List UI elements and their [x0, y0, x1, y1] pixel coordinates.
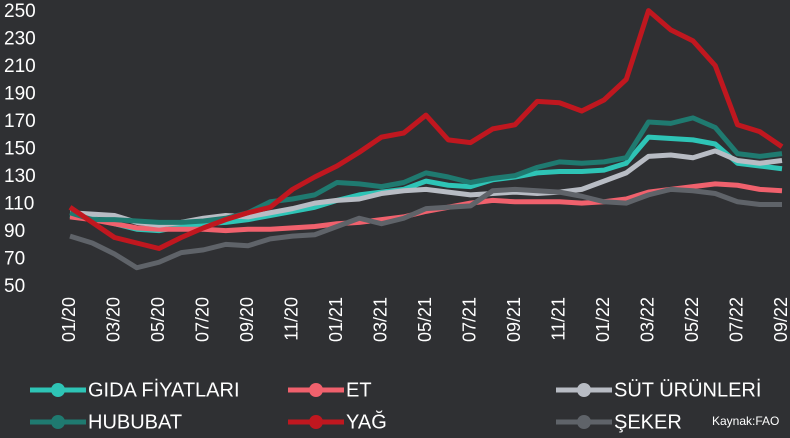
- x-tick-label: 03/20: [103, 297, 123, 342]
- y-tick-label: 50: [4, 276, 25, 297]
- x-tick-label: 05/22: [682, 297, 702, 342]
- y-tick-label: 250: [4, 1, 36, 22]
- legend-label: YAĞ: [346, 410, 387, 433]
- x-tick-label: 09/20: [237, 297, 257, 342]
- x-tick-label: 09/21: [504, 297, 524, 342]
- legend-marker: [309, 383, 323, 397]
- legend-label: ŞEKER: [614, 411, 682, 433]
- x-tick-label: 11/21: [548, 297, 568, 341]
- y-tick-label: 150: [4, 139, 36, 160]
- legend-marker: [51, 383, 65, 397]
- legend-label: SÜT ÜRÜNLERİ: [614, 378, 761, 401]
- x-tick-label: 05/20: [148, 297, 168, 342]
- series-line: [69, 115, 783, 225]
- x-tick-label: 11/20: [281, 297, 301, 341]
- y-tick-label: 230: [4, 29, 36, 50]
- legend-label: ET: [346, 379, 372, 401]
- x-tick-label: 01/21: [326, 297, 346, 342]
- legend-marker: [577, 383, 591, 397]
- y-tick-label: 130: [4, 166, 36, 187]
- y-tick-label: 110: [4, 194, 34, 215]
- y-tick-label: 70: [4, 249, 25, 270]
- series-line: [69, 186, 782, 271]
- x-tick-label: 01/22: [593, 297, 613, 342]
- x-tick-label: 07/22: [726, 297, 746, 342]
- legend-marker: [577, 415, 591, 429]
- x-tick-label: 03/22: [637, 297, 657, 342]
- x-tick-label: 07/20: [192, 297, 212, 342]
- legend-marker: [51, 415, 65, 429]
- legend-label: HUBUBAT: [88, 411, 182, 433]
- annotation: Kaynak:FAO: [712, 414, 779, 428]
- legend-label: GIDA FİYATLARI: [88, 378, 240, 401]
- y-tick-label: 210: [4, 56, 36, 77]
- series-line: [68, 8, 784, 251]
- x-tick-label: 09/22: [771, 297, 790, 342]
- x-tick-label: 01/20: [59, 297, 79, 342]
- legend-marker: [309, 415, 323, 429]
- y-tick-label: 190: [4, 84, 36, 105]
- x-tick-label: 05/21: [415, 297, 435, 342]
- y-tick-label: 170: [4, 111, 36, 132]
- y-tick-label: 90: [4, 221, 25, 242]
- x-tick-label: 07/21: [459, 297, 479, 342]
- x-tick-label: 03/21: [370, 297, 390, 342]
- series-line: [69, 134, 783, 234]
